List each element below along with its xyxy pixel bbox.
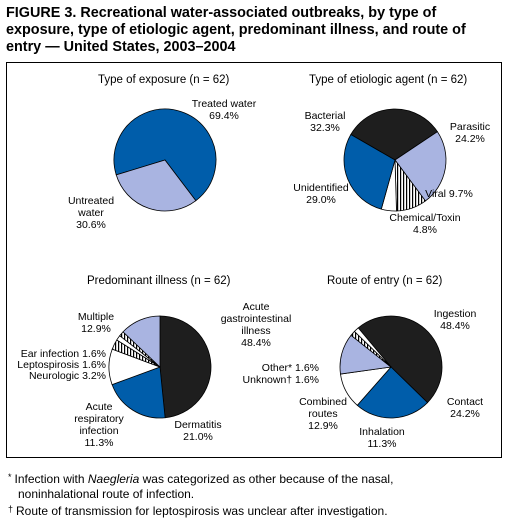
slice-label: Multiple 12.9%	[78, 311, 114, 335]
figure-title: FIGURE 3. Recreational water-associated …	[6, 5, 504, 56]
pie-slice	[159, 315, 212, 419]
footnote-1: * Infection with Naegleria was categorize…	[8, 470, 504, 487]
footnote-text: was categorized as other because of the …	[139, 472, 394, 486]
slice-label: Leptospirosis 1.6%	[17, 359, 106, 371]
pie-title: Route of entry (n = 62)	[327, 275, 443, 287]
pie-slice	[357, 315, 443, 404]
footnote-text: Infection with	[14, 472, 88, 486]
slice-label: Ear infection 1.6%	[21, 348, 106, 360]
pie-chart: Type of exposure (n = 62) Treated water 69…	[68, 74, 257, 231]
slice-label: Bacterial 32.3%	[305, 110, 346, 134]
slice-label: Chemical/Toxin 4.8%	[389, 212, 460, 236]
pie-title: Predominant illness (n = 62)	[87, 275, 231, 287]
slice-label: Viral 9.7%	[425, 188, 473, 200]
pie-chart: Predominant illness (n = 62) Acute gastroi…	[17, 275, 291, 449]
chart-panel: Type of exposure (n = 62) Treated water 69…	[6, 62, 502, 458]
footnote-organism: Naegleria	[87, 472, 140, 486]
pie-slice	[113, 108, 217, 202]
pie-slice	[350, 108, 438, 161]
slice-label: Dermatitis 21.0%	[174, 419, 221, 443]
pie-chart: Route of entry (n = 62) Ingestion 48.4% Con…	[243, 275, 484, 450]
slice-label: Treated water 69.4%	[192, 98, 257, 122]
pie-slice	[115, 159, 197, 212]
footnote-text: Route of transmission for leptospirosis …	[16, 504, 388, 518]
slice-label: Inhalation 11.3%	[359, 426, 405, 450]
pie-title: Type of etiologic agent (n = 62)	[309, 74, 467, 86]
slice-label: Neurologic 3.2%	[29, 370, 106, 382]
pie-title: Type of exposure (n = 62)	[98, 74, 230, 86]
slice-label: Other* 1.6%	[262, 362, 319, 374]
slice-label: Contact 24.2%	[447, 396, 483, 420]
slice-label: Unknown† 1.6%	[243, 374, 319, 386]
footnote-symbol: *	[8, 472, 12, 482]
slice-label: Parasitic 24.2%	[450, 121, 490, 145]
pie-slice	[353, 327, 392, 368]
pie-chart: Type of etiologic agent (n = 62) Bacteria…	[293, 74, 490, 236]
slice-label: Acute respiratory infection 11.3%	[74, 401, 124, 449]
slice-label: Combined routes 12.9%	[299, 396, 347, 432]
pie-charts: Type of exposure (n = 62) Treated water 69…	[17, 74, 490, 450]
footnote-symbol: †	[8, 504, 14, 514]
pie-slice	[122, 315, 161, 368]
footnotes: * Infection with Naegleria was categorize…	[8, 470, 504, 519]
slice-label: Ingestion 48.4%	[434, 308, 477, 332]
footnote-1-cont: noninhalational route of infection.	[18, 487, 195, 501]
slice-label: Unidentified 29.0%	[293, 182, 349, 206]
pie-slice	[356, 366, 429, 419]
figure-title-line: entry — United States, 2003–2004	[6, 39, 236, 55]
figure-title-line: FIGURE 3. Recreational water-associated …	[6, 5, 437, 21]
slice-label: Acute gastrointestinal illness 48.4%	[221, 301, 292, 349]
figure-title-line: exposure, type of etiologic agent, predo…	[6, 22, 466, 38]
pie-slice	[343, 133, 396, 210]
slice-label: Untreated water 30.6%	[68, 195, 114, 231]
footnote-2: † Route of transmission for leptospirosis…	[8, 502, 504, 519]
pie-slice	[394, 131, 447, 202]
